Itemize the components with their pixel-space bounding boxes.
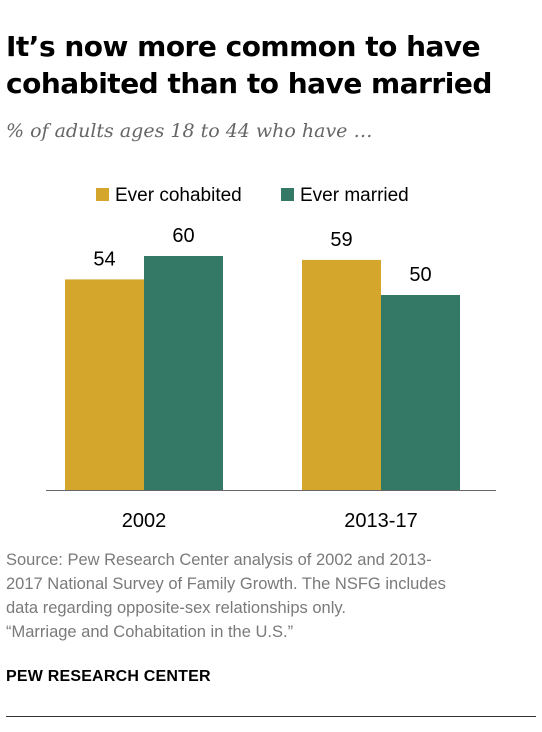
category-label: 2013-17: [344, 510, 417, 532]
source-line-1: Source: Pew Research Center analysis of …: [6, 551, 432, 569]
data-label: 54: [93, 248, 115, 270]
category-label: 2002: [122, 510, 167, 532]
title-line-1: It’s now more common to have: [6, 30, 481, 63]
title-line-2: cohabited than to have married: [6, 67, 492, 100]
data-label: 60: [172, 225, 194, 247]
bar: [302, 259, 381, 490]
bar: [65, 279, 144, 490]
chart-title: It’s now more common to have cohabited t…: [6, 28, 526, 102]
source-line-2: 2017 National Survey of Family Growth. T…: [6, 575, 446, 593]
bar-chart: Ever cohabited Ever married 54 60 2002 59 50 20…: [46, 185, 496, 532]
source-line-3: data regarding opposite-sex relationship…: [6, 599, 346, 617]
data-label: 50: [409, 264, 431, 286]
source-note: Source: Pew Research Center analysis of …: [6, 548, 536, 644]
bar: [144, 256, 223, 490]
bottom-divider: [6, 716, 536, 717]
brand-label: PEW RESEARCH CENTER: [6, 668, 211, 685]
legend-label: Ever cohabited: [115, 185, 242, 206]
chart-subtitle: % of adults ages 18 to 44 who have …: [6, 120, 373, 142]
data-label: 59: [330, 229, 352, 251]
source-line-4: “Marriage and Cohabitation in the U.S.”: [6, 623, 294, 641]
legend-swatch: [281, 188, 294, 201]
legend-swatch: [96, 188, 109, 201]
legend-label: Ever married: [300, 185, 409, 206]
bar: [381, 295, 460, 490]
